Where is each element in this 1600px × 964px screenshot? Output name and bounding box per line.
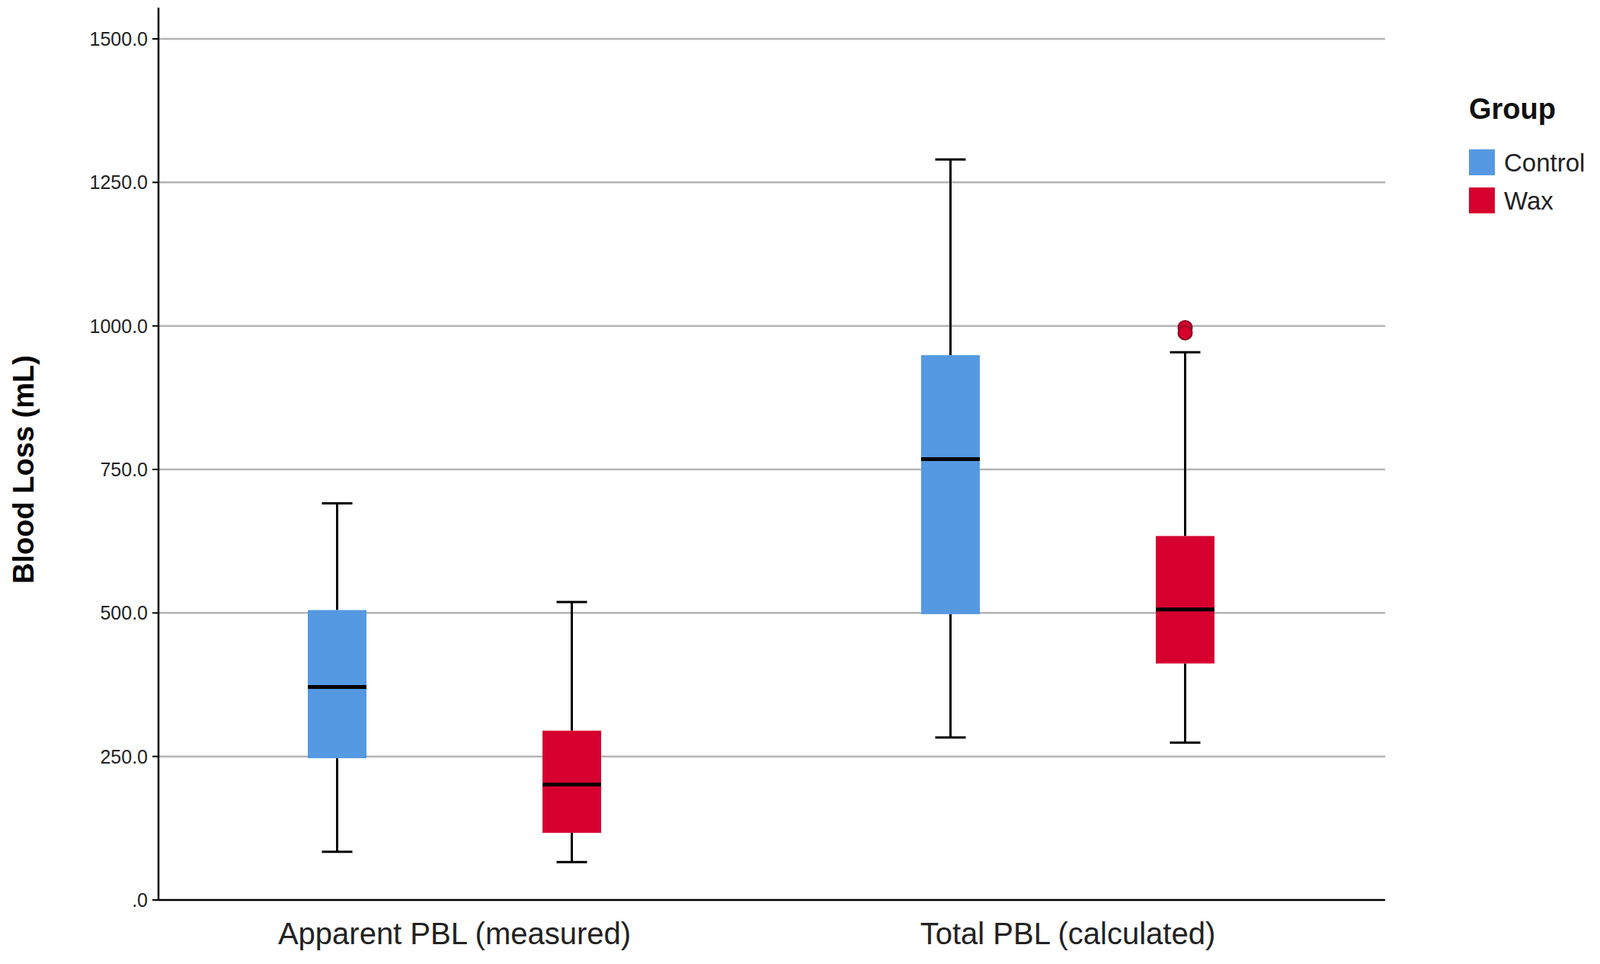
box [921, 355, 980, 615]
legend-label: Wax [1504, 186, 1554, 215]
whisker-upper [570, 601, 573, 731]
box [542, 730, 602, 833]
whisker-upper [949, 159, 952, 356]
category-label: Apparent PBL (measured) [278, 916, 631, 951]
whisker-lower [949, 614, 952, 738]
y-axis [157, 7, 160, 900]
median [921, 457, 980, 461]
whisker-cap-upper [1170, 351, 1201, 354]
whisker-upper [336, 502, 339, 610]
legend-label: Control [1504, 148, 1585, 177]
whisker-upper [1184, 352, 1187, 536]
tick-label: 500.0 [99, 601, 148, 624]
whisker-cap-lower [556, 860, 588, 864]
tick-label: 750.0 [99, 458, 148, 480]
whisker-lower [570, 832, 573, 862]
y-axis-label: Blood Loss (mL) [7, 355, 40, 584]
tick-label: 1000.0 [89, 315, 148, 337]
whisker-cap-upper [322, 502, 353, 505]
grid-line [158, 324, 1386, 327]
legend-swatch [1468, 149, 1495, 176]
whisker-lower [336, 758, 339, 852]
boxes [307, 159, 1215, 862]
outlier [1178, 326, 1193, 340]
category-label: Total PBL (calculated) [920, 916, 1216, 951]
grid-line [158, 38, 1386, 41]
median [307, 684, 367, 689]
median [542, 782, 602, 787]
x-axis [158, 899, 1386, 902]
whisker-cap-upper [556, 601, 588, 604]
whisker-cap-lower [1170, 741, 1201, 744]
whisker-cap-lower [935, 736, 967, 739]
tick-label: .0 [131, 889, 148, 911]
median [1155, 607, 1215, 612]
grid-line [158, 181, 1386, 184]
legend-title: Group [1468, 92, 1556, 125]
tick-label: 1250.0 [89, 171, 148, 193]
whisker-cap-lower [322, 850, 353, 853]
whisker-lower [1184, 663, 1187, 743]
whisker-cap-upper [935, 158, 967, 161]
legend-swatch [1468, 187, 1495, 214]
chart: .0 250.0 500.0 750.0 1000.0 1250.0 1500.0 Blood… [0, 0, 1600, 964]
tick-label: 1500.0 [89, 28, 148, 50]
tick-label: 250.0 [99, 745, 148, 768]
grid-line [158, 468, 1386, 471]
box [1155, 535, 1215, 663]
box [307, 610, 367, 759]
